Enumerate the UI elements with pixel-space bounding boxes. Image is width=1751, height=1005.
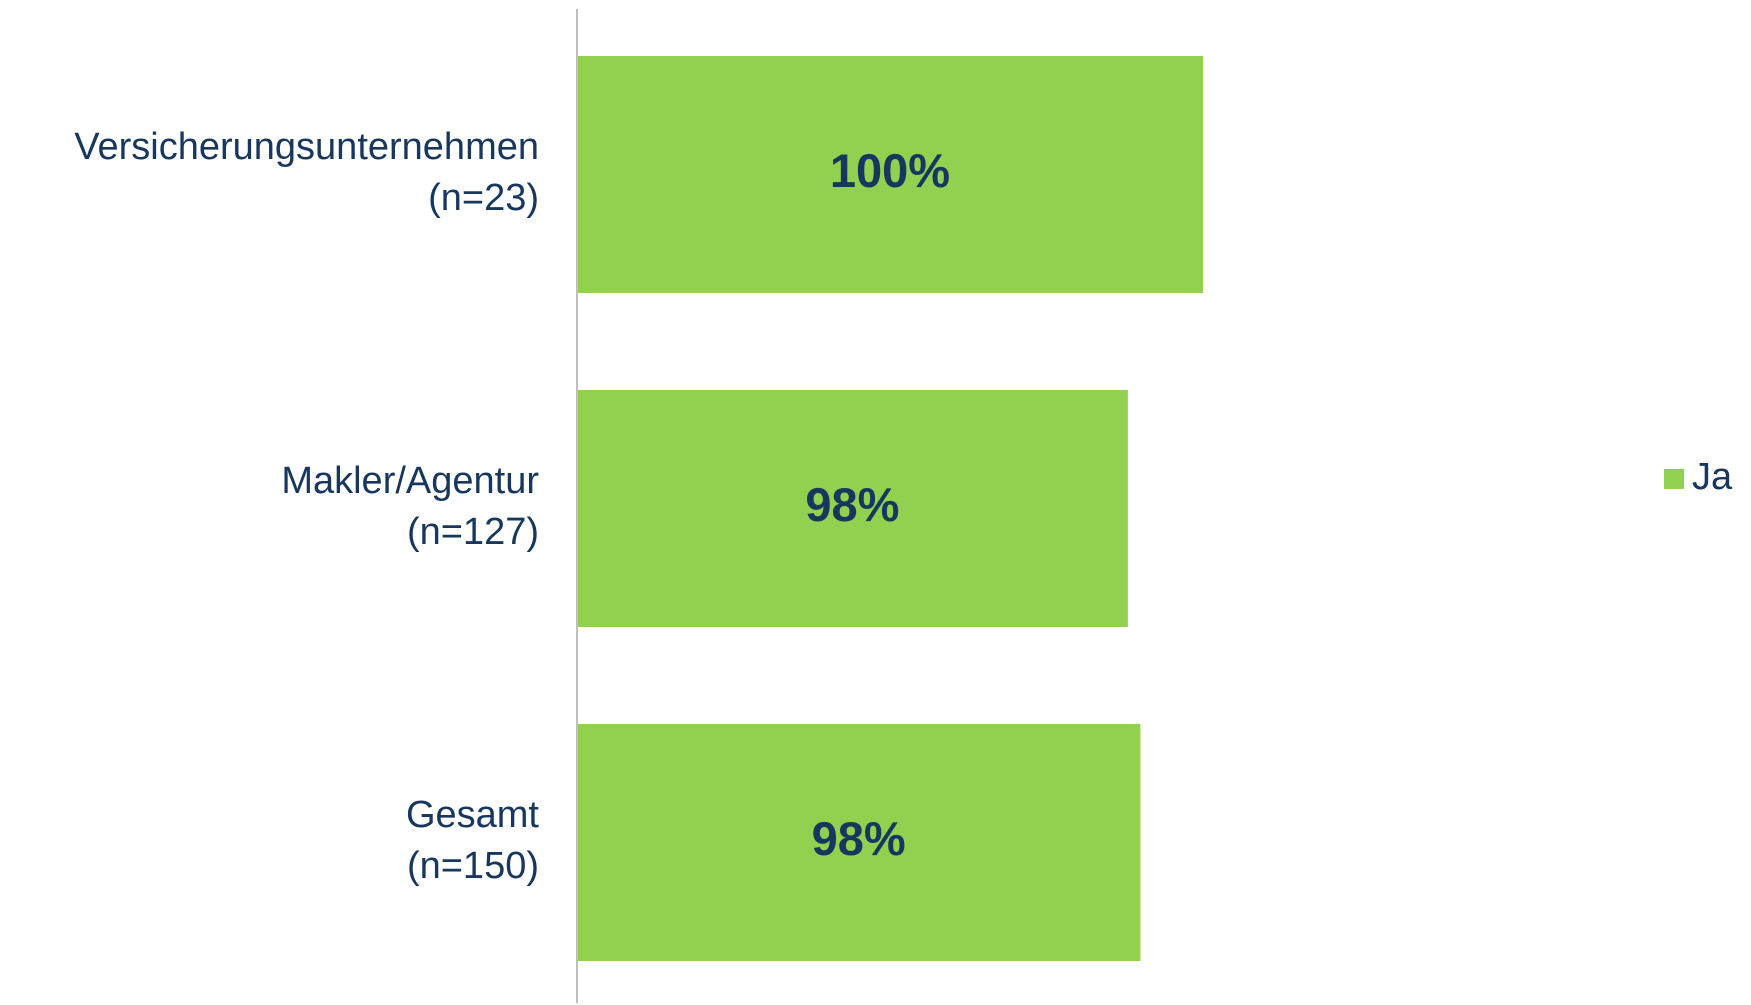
category-label: (n=150) xyxy=(407,845,539,887)
bar xyxy=(577,56,1203,293)
category-label: (n=23) xyxy=(428,177,539,219)
category-label: Gesamt xyxy=(406,794,539,836)
bar xyxy=(577,390,1128,627)
bar xyxy=(577,724,1141,961)
value-label: 98% xyxy=(805,478,899,531)
value-label: 100% xyxy=(830,144,950,197)
category-label: (n=127) xyxy=(407,511,539,553)
value-label: 98% xyxy=(812,812,906,865)
category-label: Versicherungsunternehmen xyxy=(74,126,539,168)
legend-swatch xyxy=(1664,469,1684,489)
legend-label: Ja xyxy=(1692,456,1733,498)
category-label: Makler/Agentur xyxy=(281,460,539,502)
